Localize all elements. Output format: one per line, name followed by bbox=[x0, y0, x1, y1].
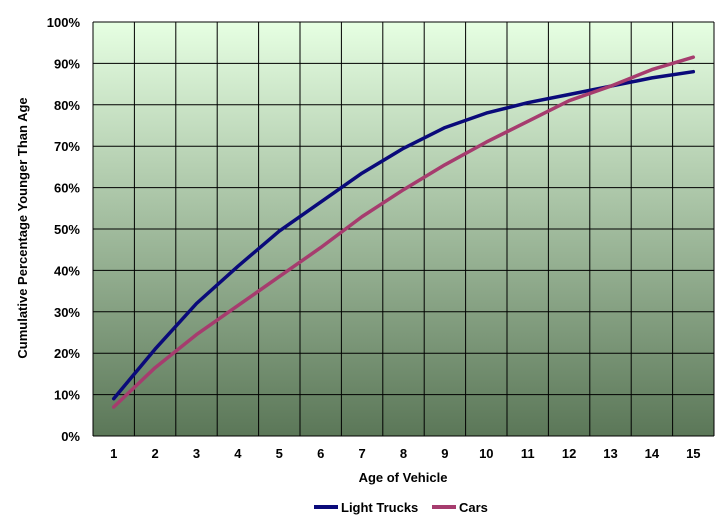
x-tick-label: 10 bbox=[479, 446, 493, 461]
x-axis-tick-labels: 1 2 3 4 5 6 7 8 9 10 11 12 13 14 15 bbox=[110, 446, 700, 461]
y-tick-label: 10% bbox=[54, 388, 80, 403]
x-tick-label: 6 bbox=[317, 446, 324, 461]
y-tick-label: 80% bbox=[54, 98, 80, 113]
y-tick-label: 60% bbox=[54, 181, 80, 196]
y-tick-label: 0% bbox=[61, 429, 80, 444]
grid-lines bbox=[92, 21, 715, 437]
y-tick-label: 70% bbox=[54, 139, 80, 154]
x-tick-label: 4 bbox=[234, 446, 242, 461]
x-tick-label: 2 bbox=[151, 446, 158, 461]
legend-label-light-trucks: Light Trucks bbox=[341, 500, 418, 515]
series-line-cars bbox=[111, 55, 696, 409]
y-tick-label: 30% bbox=[54, 305, 80, 320]
legend: Light Trucks Cars bbox=[314, 500, 488, 515]
y-axis-tick-labels: 0% 10% 20% 30% 40% 50% 60% 70% 80% 90% 100% bbox=[47, 15, 81, 444]
x-tick-label: 5 bbox=[276, 446, 283, 461]
x-tick-label: 3 bbox=[193, 446, 200, 461]
y-tick-label: 20% bbox=[54, 346, 80, 361]
x-axis-title: Age of Vehicle bbox=[359, 470, 448, 485]
series-lines bbox=[111, 55, 696, 409]
x-tick-label: 12 bbox=[562, 446, 576, 461]
y-axis-title: Cumulative Percentage Younger Than Age bbox=[15, 97, 30, 358]
y-tick-label: 90% bbox=[54, 56, 80, 71]
y-tick-label: 50% bbox=[54, 222, 80, 237]
x-tick-label: 1 bbox=[110, 446, 117, 461]
series-line-light-trucks bbox=[111, 69, 696, 401]
y-tick-label: 100% bbox=[47, 15, 81, 30]
x-tick-label: 14 bbox=[645, 446, 660, 461]
x-tick-label: 8 bbox=[400, 446, 407, 461]
x-tick-label: 13 bbox=[603, 446, 617, 461]
y-tick-label: 40% bbox=[54, 263, 80, 278]
x-tick-label: 9 bbox=[441, 446, 448, 461]
legend-label-cars: Cars bbox=[459, 500, 488, 515]
x-tick-label: 7 bbox=[358, 446, 365, 461]
x-tick-label: 15 bbox=[686, 446, 700, 461]
x-tick-label: 11 bbox=[521, 446, 535, 461]
